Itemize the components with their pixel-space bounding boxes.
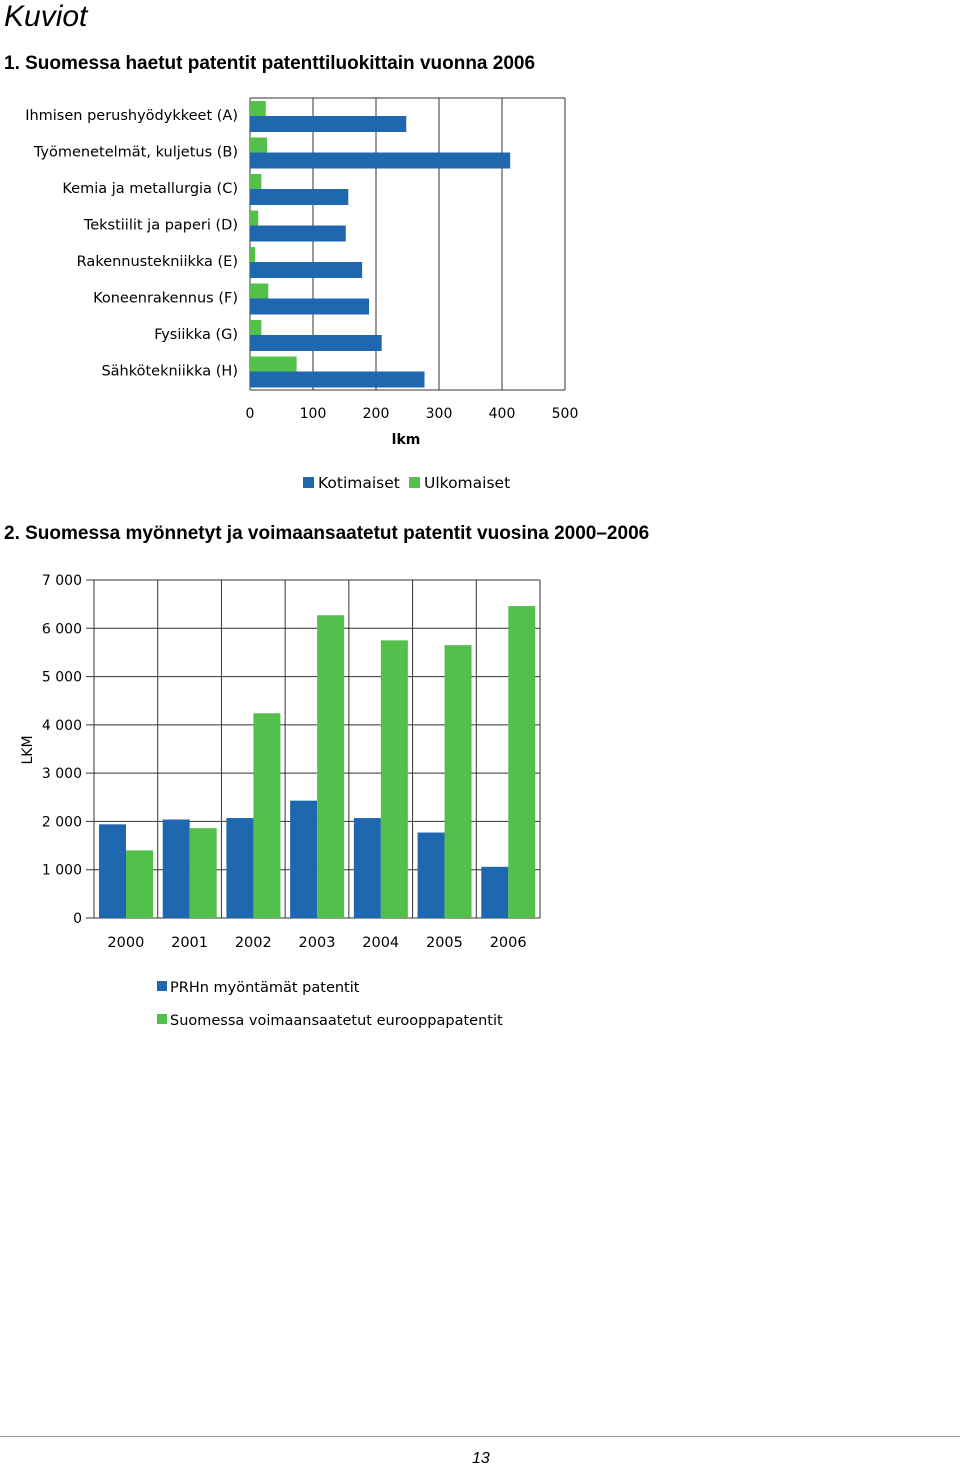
chart2-bar-euro <box>380 640 408 918</box>
chart1-bar-kotimaiset <box>250 371 425 388</box>
chart1-legend-swatch-kotimaiset <box>303 477 314 488</box>
chart1-x-tick-label: 500 <box>552 406 579 422</box>
chart2-bar-prh <box>481 866 509 918</box>
chart2-x-tick-label: 2004 <box>362 935 399 951</box>
page-number: 13 <box>472 1450 490 1467</box>
chart2-x-tick-label: 2003 <box>299 935 336 951</box>
chart1-category-label: Ihmisen perushyödykkeet (A) <box>25 108 238 124</box>
chart2-bar-prh <box>290 800 318 918</box>
chart2-y-tick-label: 7 000 <box>42 573 82 589</box>
chart2-legend-label-prh: PRHn myöntämät patentit <box>170 980 360 996</box>
chart1-category-label: Kemia ja metallurgia (C) <box>62 181 238 197</box>
chart2-x-tick-label: 2001 <box>171 935 208 951</box>
chart1-legend-label-kotimaiset: Kotimaiset <box>318 474 400 492</box>
chart2-x-tick-label: 2002 <box>235 935 272 951</box>
chart2-y-tick-label: 3 000 <box>42 766 82 782</box>
chart2-legend-label-euro: Suomessa voimaansaatetut eurooppapatenti… <box>170 1013 503 1029</box>
chart1-bar-kotimaiset <box>250 225 346 242</box>
chart2-bar-euro <box>126 850 153 918</box>
chart1-bar-ulkomaiset <box>250 320 262 335</box>
chart2-bar-prh <box>353 818 381 918</box>
chart1-x-tick-label: 400 <box>489 406 516 422</box>
chart2-title: 2. Suomessa myönnetyt ja voimaansaatetut… <box>4 523 650 544</box>
chart2-bar-prh <box>99 824 126 918</box>
chart2-x-tick-label: 2006 <box>490 935 527 951</box>
chart1-bar-kotimaiset <box>250 116 407 132</box>
chart1-bar-ulkomaiset <box>250 101 266 116</box>
chart2-bar-prh <box>417 832 445 918</box>
chart1-category-label: Koneenrakennus (F) <box>93 291 238 307</box>
chart2-y-tick-label: 2 000 <box>42 814 82 830</box>
chart1-bar-kotimaiset <box>250 262 363 278</box>
chart1-x-axis-label: lkm <box>392 432 421 448</box>
chart1-bar-ulkomaiset <box>250 174 262 189</box>
chart2-bar-euro <box>508 606 536 918</box>
footer-divider <box>0 1436 960 1437</box>
chart2-x-tick-label: 2005 <box>426 935 463 951</box>
chart1-bar-ulkomaiset <box>250 247 256 262</box>
chart1-bar-kotimaiset <box>250 189 349 205</box>
chart1-x-tick-label: 200 <box>363 406 390 422</box>
chart2-y-tick-label: 4 000 <box>42 718 82 734</box>
chart1-legend-label-ulkomaiset: Ulkomaiset <box>424 474 510 492</box>
chart1-bar-ulkomaiset <box>250 283 269 299</box>
chart2-bar-prh <box>226 818 254 918</box>
chart2-bar-euro <box>317 615 345 918</box>
chart1-bar-kotimaiset <box>250 335 382 351</box>
chart2-bar-prh <box>162 819 190 918</box>
chart2-y-tick-label: 1 000 <box>42 863 82 879</box>
chart2-x-tick-label: 2000 <box>107 935 144 951</box>
chart1-bar-kotimaiset <box>250 298 370 315</box>
chart1-legend-swatch-ulkomaiset <box>409 477 420 488</box>
chart2-y-tick-label: 0 <box>73 911 82 927</box>
chart2-y-tick-label: 5 000 <box>42 670 82 686</box>
chart2-bar-euro <box>189 828 217 918</box>
chart1-category-label: Tekstiilit ja paperi (D) <box>83 218 238 234</box>
chart1-bar-ulkomaiset <box>250 210 259 226</box>
chart2-bar-euro <box>253 713 281 918</box>
chart1-title: 1. Suomessa haetut patentit patenttiluok… <box>4 53 536 74</box>
chart1-x-tick-label: 300 <box>426 406 453 422</box>
chart1-category-label: Työmenetelmät, kuljetus (B) <box>33 145 238 161</box>
chart1-category-label: Fysiikka (G) <box>154 327 238 343</box>
chart1-bar-ulkomaiset <box>250 137 268 153</box>
chart2-bar-euro <box>444 645 472 918</box>
chart2-legend-swatch-prh <box>157 981 167 991</box>
chart1-category-label: Sähkötekniikka (H) <box>101 364 238 380</box>
chart1-x-tick-label: 0 <box>246 406 255 422</box>
chart1-bar-ulkomaiset <box>250 356 297 372</box>
chart2-y-tick-label: 6 000 <box>42 621 82 637</box>
page-heading: Kuviot <box>4 0 88 33</box>
chart1-category-label: Rakennustekniikka (E) <box>77 254 238 270</box>
chart2-y-axis-label: LKM <box>20 735 36 764</box>
chart2-legend-swatch-euro <box>157 1014 167 1024</box>
chart1-x-tick-label: 100 <box>300 406 327 422</box>
chart1-bar-kotimaiset <box>250 152 511 169</box>
charts-canvas: 0 100 200 300 400 500 Ihmisen perushyödykkeet … <box>20 97 579 1029</box>
